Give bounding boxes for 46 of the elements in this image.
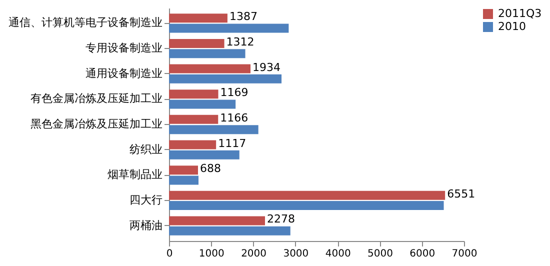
y-tick-label: 有色金属冶炼及压延加工业 xyxy=(30,92,162,106)
data-label: 688 xyxy=(200,162,221,176)
bar xyxy=(169,38,224,48)
x-tick-label: 4000 xyxy=(325,248,351,260)
bar xyxy=(169,201,444,210)
y-tick-label: 四大行 xyxy=(130,193,162,206)
legend-label: 2011Q3 xyxy=(498,7,542,20)
y-tick-label: 烟草制品业 xyxy=(108,168,162,182)
x-tick-label: 6000 xyxy=(410,248,436,260)
bar xyxy=(169,125,258,134)
bar xyxy=(169,166,198,175)
bar xyxy=(169,100,236,109)
bar xyxy=(169,49,246,58)
x-tick-label: 5000 xyxy=(367,248,393,260)
data-label: 1169 xyxy=(220,86,248,100)
data-label: 1166 xyxy=(220,111,248,124)
bar xyxy=(169,176,198,185)
data-label: 1934 xyxy=(252,60,281,74)
data-label: 1117 xyxy=(218,136,246,150)
bar xyxy=(169,64,251,74)
y-tick-label: 通信、计算机等电子设备制造业 xyxy=(8,16,162,30)
y-tick-label: 黑色金属冶炼及压延加工业 xyxy=(30,118,162,130)
x-tick-label: 0 xyxy=(166,248,173,260)
x-tick-label: 2000 xyxy=(241,248,267,260)
bar xyxy=(169,226,290,236)
bar xyxy=(169,216,265,226)
y-tick-label: 专用设备制造业 xyxy=(86,42,162,55)
x-tick-label: 3000 xyxy=(283,248,309,260)
legend-label: 2010 xyxy=(498,20,526,33)
y-tick-label: 两桶油 xyxy=(130,218,162,232)
x-tick-label: 7000 xyxy=(452,248,478,260)
bar xyxy=(169,140,216,150)
bar xyxy=(169,114,218,124)
bar xyxy=(169,190,446,200)
data-label: 1387 xyxy=(229,10,258,24)
x-tick-label: 1000 xyxy=(198,248,224,260)
bar xyxy=(169,24,289,33)
bar xyxy=(169,150,240,160)
bar xyxy=(169,74,282,84)
y-tick-label: 纺织业 xyxy=(130,142,162,156)
y-tick-label: 通用设备制造业 xyxy=(86,66,162,80)
data-label: 1312 xyxy=(226,35,254,48)
data-label: 2278 xyxy=(267,212,295,226)
bar xyxy=(169,90,218,99)
bar xyxy=(169,14,228,23)
data-label: 6551 xyxy=(447,187,476,200)
